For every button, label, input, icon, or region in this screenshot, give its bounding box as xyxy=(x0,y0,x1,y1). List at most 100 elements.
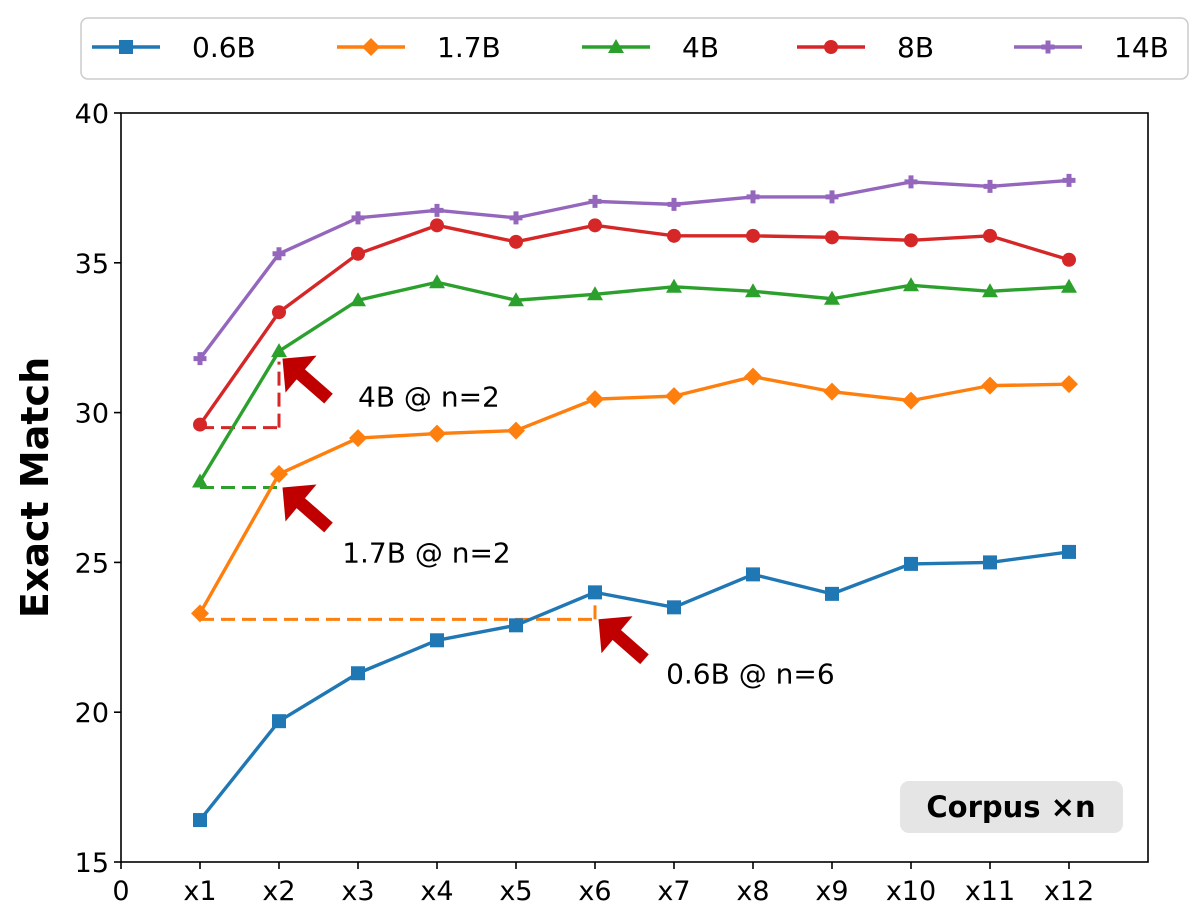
x-tick-label: x9 xyxy=(815,876,848,907)
data-point xyxy=(430,203,444,217)
data-point xyxy=(272,305,286,320)
series-0.6B xyxy=(193,544,1076,828)
data-point xyxy=(351,211,365,225)
legend-entry-4B: 4B xyxy=(582,31,719,64)
data-point xyxy=(904,175,918,189)
data-point xyxy=(744,367,762,386)
data-point xyxy=(903,277,919,292)
plot-frame xyxy=(120,112,1149,863)
data-point xyxy=(904,556,918,571)
labels: Exact Match Corpus ×n xyxy=(13,357,1123,833)
data-point xyxy=(351,246,365,261)
data-point xyxy=(191,604,209,623)
data-point xyxy=(509,618,523,633)
data-point xyxy=(665,387,683,406)
data-point xyxy=(507,421,525,440)
x-tick-label: x5 xyxy=(499,876,532,907)
data-point xyxy=(192,473,208,488)
legend-swatch-marker xyxy=(362,38,380,56)
data-point xyxy=(667,600,681,615)
data-point xyxy=(428,424,446,443)
data-point xyxy=(746,567,760,582)
y-tick-label: 25 xyxy=(75,548,109,579)
legend-entry-14B: 14B xyxy=(1014,31,1169,64)
annotation-text: 1.7B @ n=2 xyxy=(342,536,511,569)
legend-swatch-marker xyxy=(824,40,838,54)
corpus-label: Corpus ×n xyxy=(900,781,1123,833)
x-tick-label: x3 xyxy=(341,876,374,907)
annotation-text: 0.6B @ n=6 xyxy=(666,658,835,691)
legend-swatch-marker xyxy=(119,40,133,54)
data-point xyxy=(509,211,523,225)
axes: 15 20 25 30 35 40 0 x1 x2 x3 x4 x5 x6 x7 x8 x9 x10 x11 x12 xyxy=(75,99,1149,907)
series-line-0.6B xyxy=(198,550,1070,822)
x-tick-label: x11 xyxy=(965,876,1015,907)
data-point xyxy=(666,278,682,293)
data-point xyxy=(349,429,367,448)
legend-label: 4B xyxy=(682,31,719,64)
data-point xyxy=(272,247,286,261)
data-point xyxy=(1062,252,1076,267)
legend: 0.6B 1.7B 4B 8B 14B xyxy=(80,17,1189,80)
legend-swatch-marker xyxy=(608,39,624,53)
series-1.7B xyxy=(191,367,1078,623)
y-tick-label: 35 xyxy=(75,249,109,280)
annotation-arrow-head xyxy=(282,355,317,393)
y-tick-label: 20 xyxy=(75,698,109,729)
data-point xyxy=(983,179,997,193)
data-point xyxy=(429,274,445,289)
data-point xyxy=(746,228,760,243)
corpus-label-box xyxy=(900,781,1123,833)
data-point xyxy=(983,555,997,570)
data-point xyxy=(745,283,761,298)
annotation-arrow-shaft xyxy=(292,494,333,533)
data-point xyxy=(588,194,602,208)
series-line-14B xyxy=(198,178,1070,360)
data-point xyxy=(193,352,207,366)
data-point xyxy=(825,190,839,204)
data-point xyxy=(1062,173,1076,187)
data-point xyxy=(825,586,839,601)
data-point xyxy=(351,666,365,681)
legend-entry-0.6B: 0.6B xyxy=(92,31,256,64)
y-tick-label: 40 xyxy=(75,99,109,130)
series-line-8B xyxy=(198,223,1070,426)
data-point xyxy=(430,633,444,648)
data-point xyxy=(350,292,366,307)
x-tick-label: x6 xyxy=(578,876,611,907)
series xyxy=(191,173,1078,828)
x-tick-label: x10 xyxy=(886,876,936,907)
x-tick-label: x12 xyxy=(1044,876,1094,907)
legend-label: 8B xyxy=(897,31,934,64)
data-point xyxy=(588,585,602,600)
data-point xyxy=(271,343,287,358)
data-point xyxy=(981,376,999,395)
data-point xyxy=(667,197,681,211)
series-4B xyxy=(192,274,1077,488)
legend-label: 1.7B xyxy=(437,31,501,64)
series-line-4B xyxy=(198,280,1070,483)
legend-entry-8B: 8B xyxy=(797,31,934,64)
x-tick-label: x8 xyxy=(736,876,769,907)
legend-entry-1.7B: 1.7B xyxy=(337,31,501,64)
x-tick-label: x7 xyxy=(657,876,690,907)
corpus-label-text: Corpus ×n xyxy=(926,790,1095,824)
data-point xyxy=(983,228,997,243)
data-point xyxy=(270,465,288,484)
data-point xyxy=(508,292,524,307)
x-tick-label: x4 xyxy=(420,876,453,907)
data-point xyxy=(825,230,839,245)
data-point xyxy=(587,286,603,301)
data-point xyxy=(430,218,444,233)
data-point xyxy=(588,218,602,233)
data-point xyxy=(1060,375,1078,394)
legend-label: 14B xyxy=(1114,31,1169,64)
annotation-text: 4B @ n=2 xyxy=(358,381,500,414)
annotation-2: 1.7B @ n=2 xyxy=(200,484,511,569)
annotation-arrow-head xyxy=(598,616,633,654)
data-point xyxy=(586,390,604,409)
annotation-1: 4B @ n=2 xyxy=(200,355,500,430)
data-point xyxy=(667,228,681,243)
annotation-3: 0.6B @ n=6 xyxy=(200,598,835,691)
